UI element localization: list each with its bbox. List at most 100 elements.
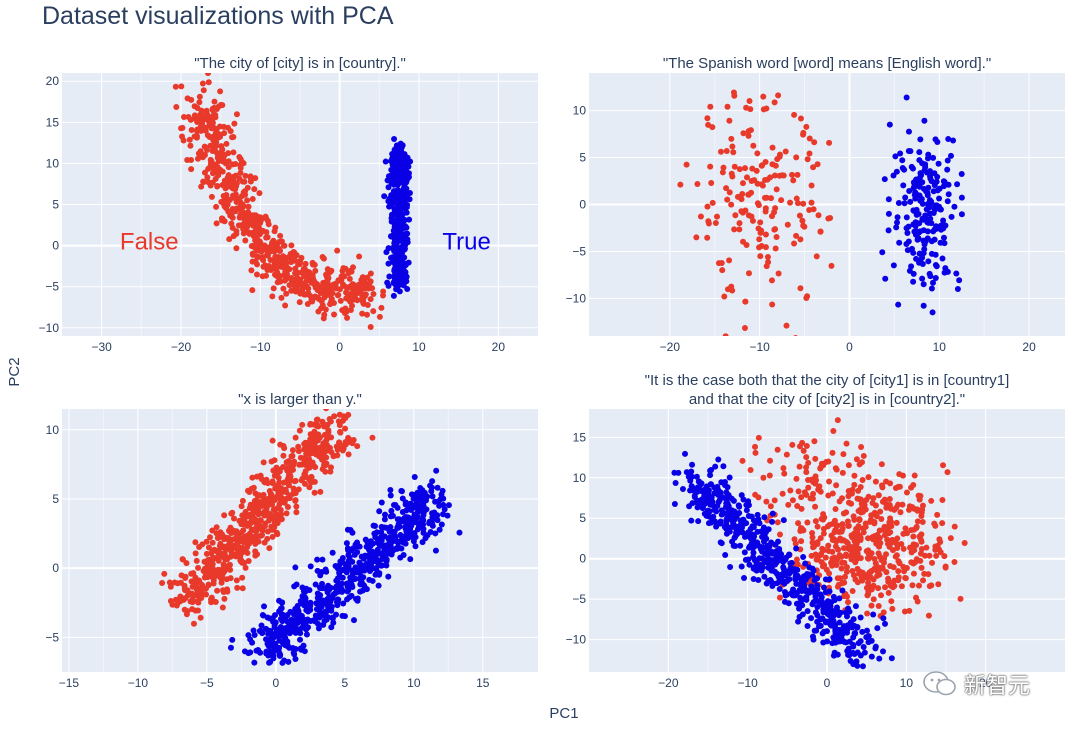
data-point-false [308, 473, 315, 480]
data-point-true [406, 504, 413, 511]
data-point-false [198, 151, 205, 158]
data-point-true [339, 588, 346, 595]
data-point-false [328, 449, 335, 456]
data-point-false [285, 254, 292, 261]
data-point-true [738, 563, 745, 570]
data-point-false [196, 99, 203, 106]
data-point-false [847, 546, 854, 553]
data-point-false [193, 557, 200, 564]
data-point-false [913, 542, 920, 549]
data-point-false [896, 483, 903, 490]
data-point-true [279, 659, 286, 666]
data-point-true [348, 592, 355, 599]
data-point-true [428, 488, 435, 495]
data-point-false [760, 474, 767, 481]
data-point-false [908, 549, 915, 556]
data-point-true [721, 523, 728, 530]
subplot-title: "The Spanish word [word] means [English … [663, 55, 991, 72]
data-point-false [340, 413, 347, 420]
y-tick-label: 5 [579, 151, 586, 165]
data-point-false [251, 509, 258, 516]
data-point-true [434, 484, 441, 491]
data-point-false [188, 166, 195, 173]
data-point-true [691, 492, 698, 499]
data-point-true [817, 591, 824, 598]
data-point-true [688, 468, 695, 475]
data-point-true [293, 604, 300, 611]
data-point-false [865, 474, 872, 481]
data-point-true [925, 184, 932, 191]
x-tick-label: 20 [979, 676, 993, 690]
data-point-true [928, 220, 935, 227]
data-point-false [227, 566, 234, 573]
data-point-false [900, 563, 907, 570]
data-point-false [850, 513, 857, 520]
data-point-true [845, 605, 852, 612]
data-point-false [868, 512, 875, 519]
data-point-false [917, 536, 924, 543]
data-point-true [397, 554, 404, 561]
data-point-false [333, 443, 340, 450]
subplot-conjunction-cities: −20 −10 0 10 20 −10 −5 0 5 10 15 "It is the case bo… [566, 372, 1065, 690]
data-point-false [729, 143, 736, 150]
points [159, 409, 463, 666]
data-point-true [814, 604, 821, 611]
data-point-true [844, 626, 851, 633]
data-point-false [292, 434, 299, 441]
data-point-false [240, 230, 247, 237]
data-point-false [290, 466, 297, 473]
data-point-false [749, 165, 756, 172]
data-point-false [724, 286, 731, 293]
data-point-true [932, 274, 939, 281]
data-point-false [264, 217, 271, 224]
data-point-false [205, 544, 212, 551]
data-point-false [889, 547, 896, 554]
data-point-false [340, 265, 347, 272]
data-point-false [200, 87, 207, 94]
data-point-true [277, 615, 284, 622]
data-point-false [833, 538, 840, 545]
data-point-false [951, 558, 958, 565]
data-point-false [801, 223, 808, 230]
data-point-false [239, 201, 246, 208]
data-point-false [306, 484, 313, 491]
y-tick-label: 10 [46, 423, 60, 437]
data-point-false [313, 280, 320, 287]
data-point-false [888, 598, 895, 605]
x-tick-label: 0 [336, 340, 343, 354]
data-point-false [323, 454, 330, 461]
data-point-true [347, 526, 354, 533]
data-point-true [835, 612, 842, 619]
data-point-false [794, 502, 801, 509]
data-point-false [736, 220, 743, 227]
data-point-false [177, 593, 184, 600]
data-point-false [246, 211, 253, 218]
data-point-false [831, 554, 838, 561]
data-point-true [433, 467, 440, 474]
y-tick-label: 20 [46, 74, 60, 88]
data-point-false [315, 308, 322, 315]
data-point-true [397, 230, 404, 237]
data-point-false [745, 128, 752, 135]
data-point-false [238, 558, 245, 565]
data-point-true [289, 645, 296, 652]
data-point-true [852, 603, 859, 610]
data-point-false [764, 253, 771, 260]
data-point-true [400, 154, 407, 161]
data-point-false [334, 247, 341, 254]
data-point-false [348, 268, 355, 275]
data-point-false [181, 606, 188, 613]
data-point-false [757, 253, 764, 260]
data-point-false [294, 277, 301, 284]
data-point-false [230, 515, 237, 522]
data-point-false [940, 462, 947, 469]
data-point-true [902, 194, 909, 201]
data-point-true [350, 617, 357, 624]
data-point-true [390, 211, 397, 218]
data-point-true [920, 237, 927, 244]
data-point-false [707, 103, 714, 110]
data-point-true [362, 536, 369, 543]
data-point-false [942, 564, 949, 571]
data-point-true [718, 540, 725, 547]
data-point-false [224, 174, 231, 181]
